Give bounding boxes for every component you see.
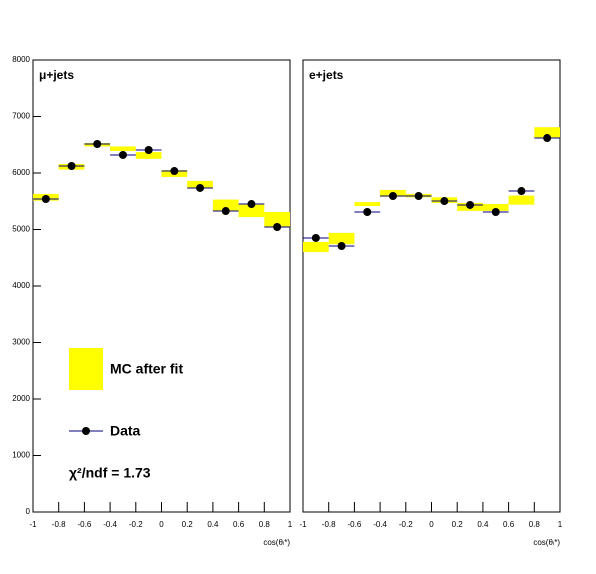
data-point: [517, 187, 526, 196]
mc-band: [354, 202, 381, 207]
x-tick-label: -0.8: [52, 520, 66, 529]
legend-marker: [82, 427, 90, 435]
x-tick-label: 0.4: [477, 520, 489, 529]
y-tick-label: 7000: [12, 112, 30, 121]
plot-frame: [32, 59, 291, 513]
mc-band: [238, 204, 265, 218]
x-tick-label: 1: [558, 520, 563, 529]
mc-band: [135, 152, 162, 159]
x-tick-label: 0.4: [207, 520, 219, 529]
data-point: [247, 200, 256, 209]
y-tick-label: 5000: [12, 225, 30, 234]
data-point: [491, 207, 500, 216]
x-tick-label: 0.2: [452, 520, 464, 529]
x-axis-label: cos(θₗ*): [533, 538, 560, 547]
legend-swatch: [69, 348, 103, 390]
x-tick-label: 0: [159, 520, 164, 529]
y-tick-label: 2000: [12, 394, 30, 403]
mc-band: [328, 232, 355, 245]
panel-label: e+jets: [309, 68, 344, 82]
mc-band: [110, 146, 136, 151]
mc-band: [303, 241, 329, 253]
data-point: [67, 161, 76, 170]
panel-label: μ+jets: [39, 68, 74, 82]
data-point: [273, 223, 282, 232]
data-point: [144, 146, 153, 155]
mc-band: [534, 127, 560, 138]
x-tick-label: -0.6: [78, 520, 92, 529]
x-tick-label: 0.6: [503, 520, 515, 529]
y-tick-label: 4000: [12, 281, 30, 290]
data-point: [388, 191, 397, 200]
x-tick-label: 0.2: [182, 520, 194, 529]
x-tick-label: -0.4: [373, 520, 387, 529]
x-tick-label: 0.8: [259, 520, 271, 529]
x-tick-label: -0.2: [129, 520, 143, 529]
data-point: [93, 140, 102, 149]
legend-label: Data: [110, 423, 141, 439]
x-tick-label: -0.8: [322, 520, 336, 529]
x-tick-label: -1: [29, 520, 37, 529]
x-tick-label: -0.2: [399, 520, 413, 529]
data-point: [196, 183, 205, 192]
data-point: [466, 200, 475, 209]
y-tick-label: 0: [26, 507, 31, 516]
x-axis-label: cos(θₗ*): [263, 538, 290, 547]
y-tick-label: 6000: [12, 168, 30, 177]
x-tick-label: 0: [429, 520, 434, 529]
legend-label: MC after fit: [110, 361, 183, 377]
data-point: [363, 207, 372, 216]
x-tick-label: 0.8: [529, 520, 541, 529]
data-point: [221, 207, 230, 216]
data-point: [311, 233, 320, 242]
x-tick-label: -0.4: [103, 520, 117, 529]
data-point: [118, 150, 127, 159]
data-point: [170, 167, 179, 176]
data-point: [414, 191, 423, 200]
mc-band: [212, 199, 239, 211]
y-tick-label: 3000: [12, 338, 30, 347]
data-point: [337, 241, 346, 250]
x-tick-label: 0.6: [233, 520, 245, 529]
plot-frame: [302, 59, 561, 513]
data-point: [41, 194, 50, 203]
mc-band: [508, 195, 535, 205]
data-point: [543, 134, 552, 143]
y-tick-label: 8000: [12, 55, 30, 64]
annotation: χ²/ndf = 1.73: [69, 465, 151, 481]
x-tick-label: -0.6: [348, 520, 362, 529]
x-tick-label: -1: [299, 520, 307, 529]
data-point: [440, 197, 449, 206]
mc-band: [482, 204, 509, 211]
y-tick-label: 1000: [12, 451, 30, 460]
x-tick-label: 1: [288, 520, 293, 529]
mc-band: [264, 211, 290, 227]
